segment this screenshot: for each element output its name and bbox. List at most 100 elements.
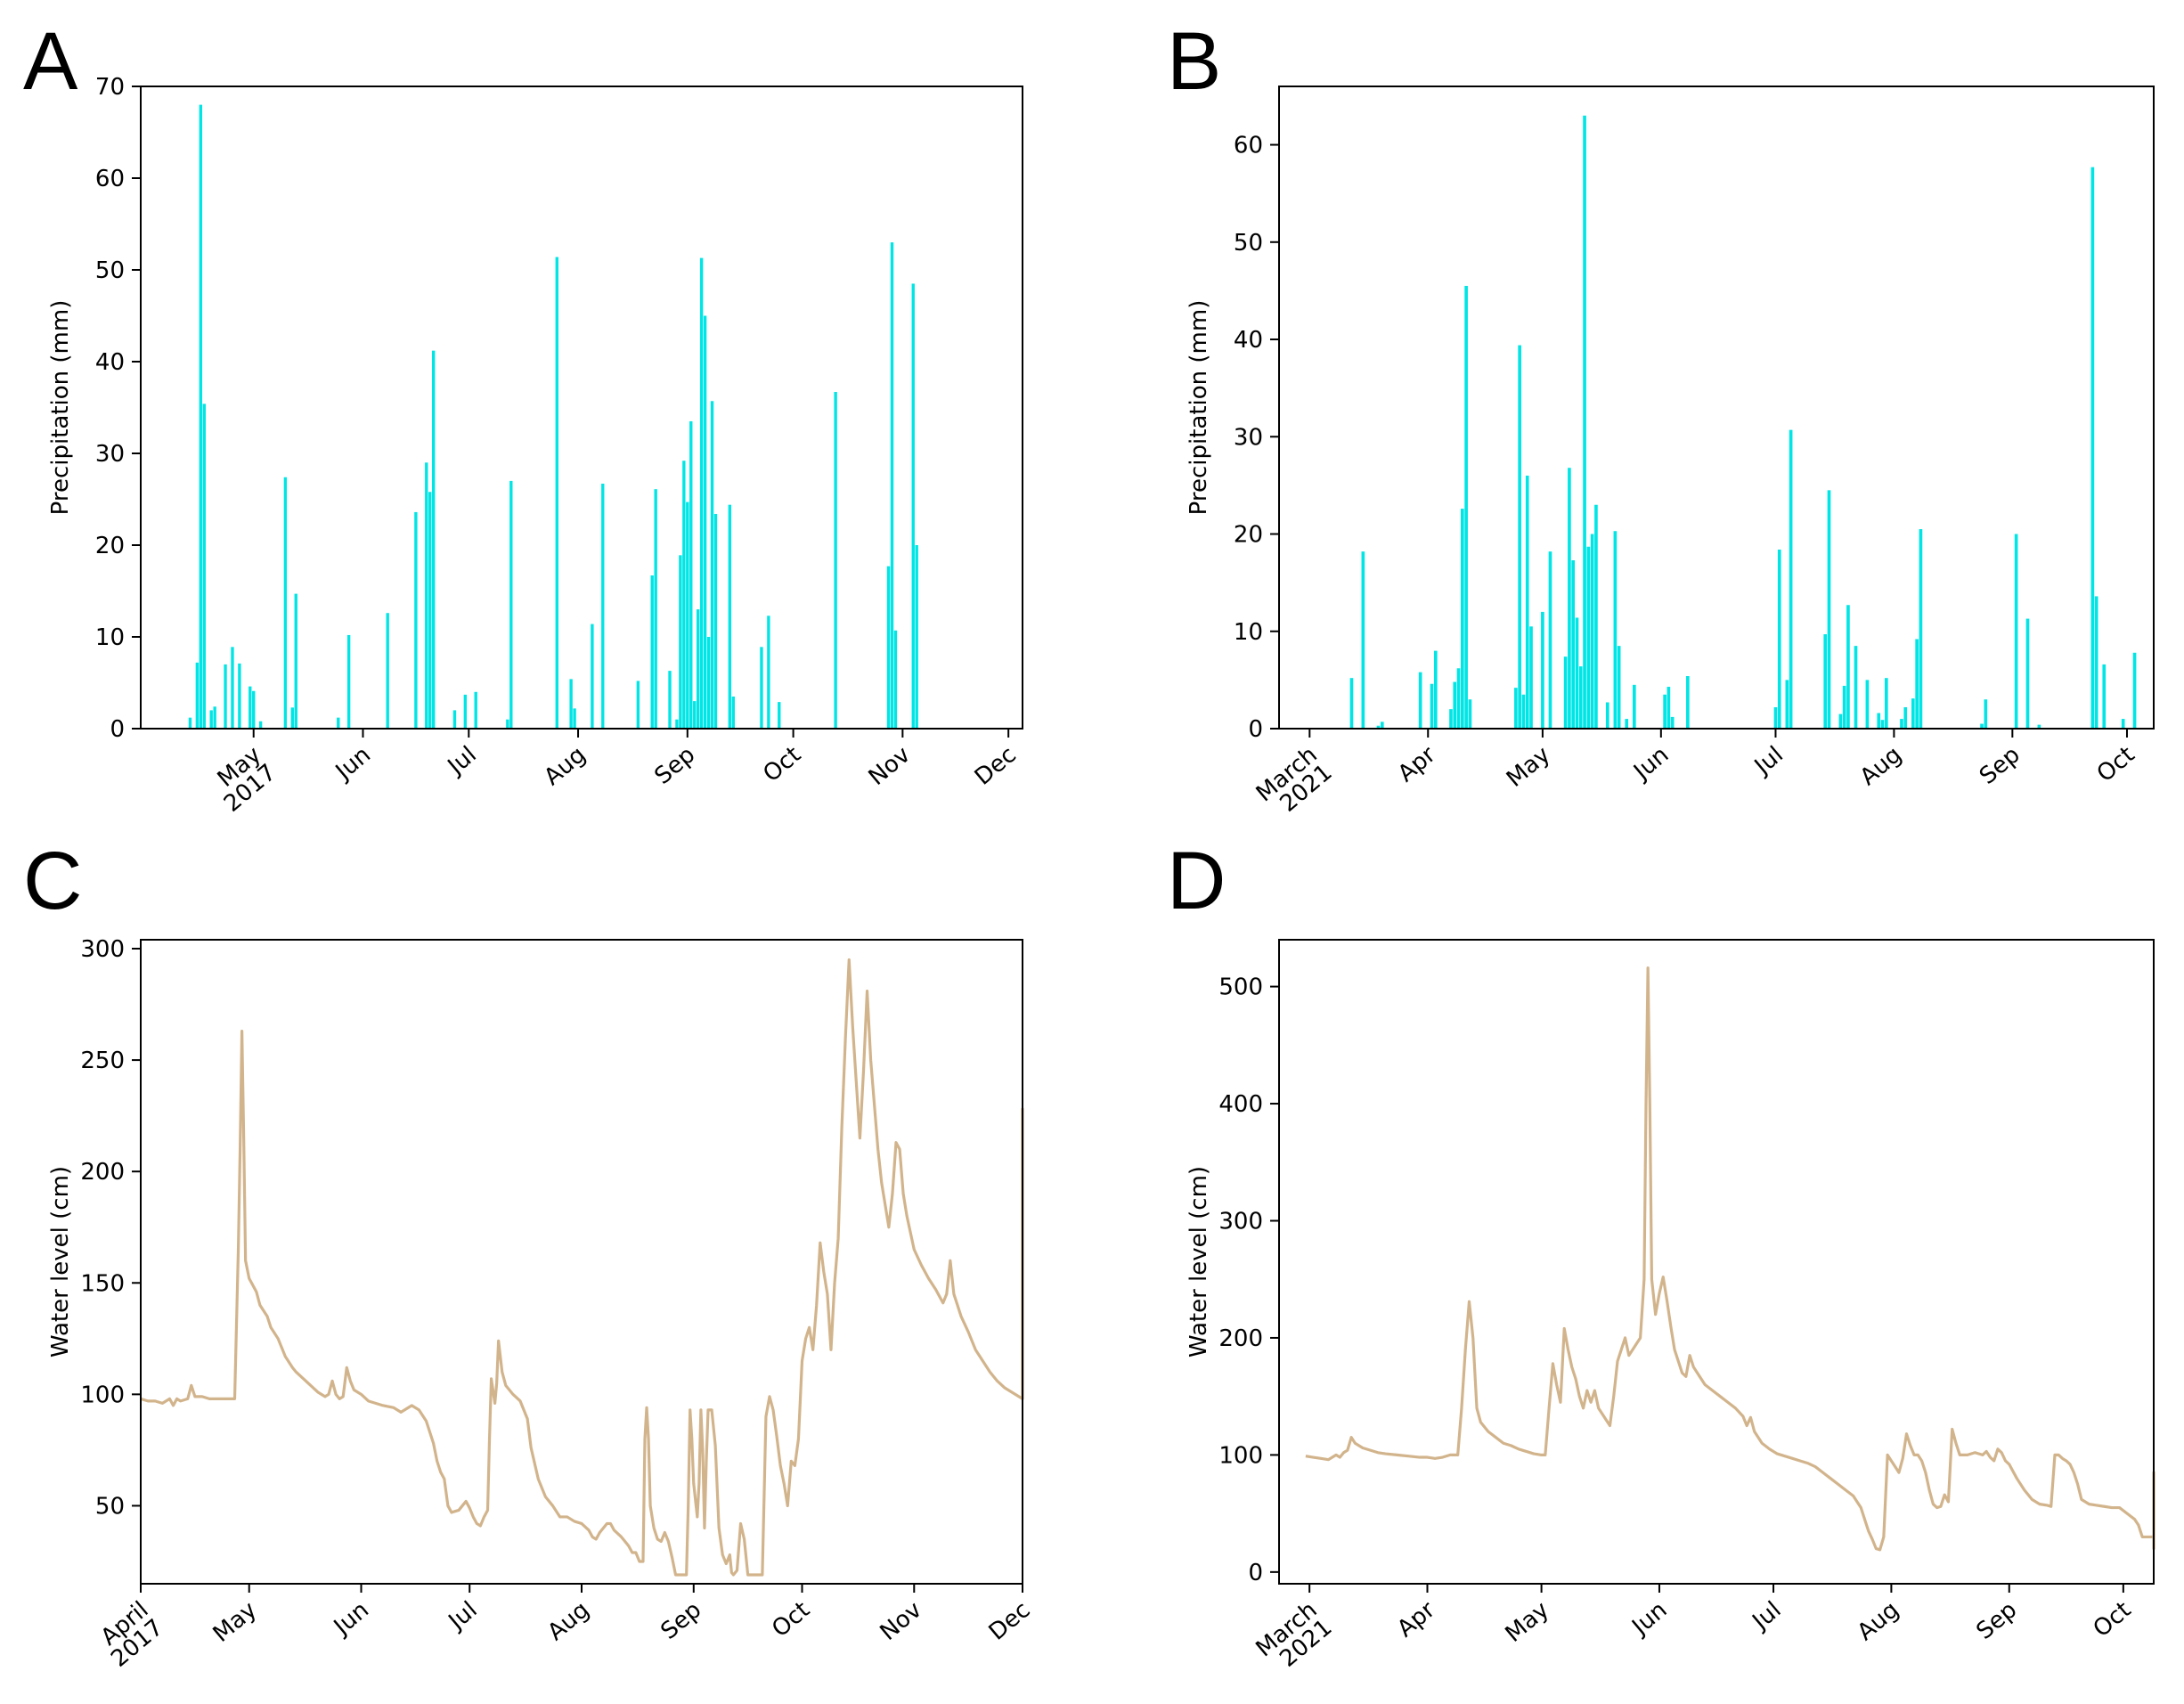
precip-bar (1919, 529, 1923, 729)
panel-d: D 0 100 200 300 400 500 March2021 Apr May Jun Jul A… (1167, 836, 2155, 1673)
precip-bar (337, 717, 340, 729)
panel-letter-b: B (1167, 16, 1221, 107)
x-tick-label: Jun (1627, 741, 1674, 786)
precip-bar (1575, 617, 1579, 729)
precip-bar (414, 511, 418, 729)
precip-bar (386, 613, 389, 729)
panel-letter-a: A (23, 16, 78, 107)
precip-bar (1838, 713, 1843, 729)
precip-bar (1568, 468, 1571, 729)
y-tick-label: 40 (95, 349, 125, 376)
precip-bar (760, 647, 763, 729)
precip-bar (569, 679, 573, 729)
y-tick-label: 30 (95, 441, 125, 468)
precip-bar (1613, 531, 1618, 729)
precip-bar (555, 257, 558, 730)
x-tick-label: Jun (1626, 1596, 1673, 1641)
panel-letter-d: D (1167, 836, 1226, 926)
water-level-chart-2017: 50 100 150 200 250 300 April2017 May Jun Jul Aug Se… (47, 936, 1035, 1673)
precip-bar (1456, 668, 1461, 729)
y-tick-label: 60 (95, 166, 125, 192)
plot-frame (140, 86, 1023, 730)
precip-bar (1571, 560, 1576, 729)
precip-bar (474, 691, 477, 729)
y-tick-label: 20 (1234, 522, 1263, 549)
precip-bar (224, 664, 227, 729)
precip-bar (1842, 685, 1846, 729)
precip-bar (188, 717, 192, 729)
precip-bar (1525, 475, 1529, 729)
precip-bar (1865, 680, 1870, 729)
x-tick-label-line: Jul (1747, 1596, 1787, 1635)
x-tick-label-line: Oct (2089, 1596, 2137, 1643)
precip-bar (346, 634, 351, 729)
precip-bar (283, 477, 288, 729)
precip-bar (1663, 694, 1667, 729)
precip-bar (778, 702, 781, 729)
precip-bar (1785, 680, 1789, 729)
precip-bar (1632, 684, 1636, 729)
precip-bar (1625, 719, 1629, 729)
x-tick-label: Apr (1393, 741, 1441, 787)
precip-bar (1529, 626, 1533, 729)
precip-bar (1877, 713, 1881, 729)
precip-bar (886, 566, 891, 729)
precip-bar (425, 462, 428, 729)
x-tick-label: Aug (542, 1596, 594, 1646)
x-tick-label-line: Dec (984, 1596, 1036, 1645)
x-tick-label-line: Apr (1393, 741, 1441, 787)
x-tick-label-line: Jul (443, 1596, 483, 1635)
x-tick-label: Oct (758, 741, 806, 787)
y-tick-label: 250 (80, 1048, 125, 1074)
y-axis-title: Precipitation (mm) (47, 300, 74, 516)
precip-bar (1548, 551, 1552, 729)
x-tick-label: Sep (649, 741, 700, 789)
x-tick-label: Aug (1855, 741, 1907, 791)
precip-bar (432, 350, 436, 729)
x-tick-label-line: Oct (2092, 741, 2140, 787)
x-tick-label-line: Aug (542, 1596, 594, 1646)
x-tick-label: Apr (1392, 1596, 1440, 1643)
y-tick-label: 60 (1234, 133, 1263, 159)
x-tick-label: May (1501, 1596, 1554, 1648)
precip-bar (1885, 678, 1888, 729)
precip-bar (509, 480, 513, 729)
precip-bar (668, 671, 672, 729)
precip-bar (1590, 534, 1594, 729)
x-tick-label: Jul (1748, 741, 1789, 780)
precipitation-chart-2021: 0 10 20 30 40 50 60 March2021 Apr May Jun Jul Aug Sep… (1186, 86, 2155, 818)
precip-bar (767, 616, 770, 729)
precip-bar (1433, 650, 1438, 729)
y-axis-title: Water level (cm) (1186, 1166, 1212, 1357)
precip-bar (686, 501, 689, 729)
precip-bar (428, 492, 432, 729)
precip-bar (1846, 605, 1850, 729)
precip-bar (893, 630, 898, 729)
x-tick-label-line: Aug (1853, 1596, 1904, 1646)
water-level-chart-2021: 0 100 200 300 400 500 March2021 Apr May Jun Jul Aug… (1186, 939, 2155, 1673)
x-tick-label: Oct (767, 1596, 815, 1643)
x-tick-label: Jul (443, 1596, 483, 1635)
precip-bar (1594, 504, 1598, 729)
precip-bar (195, 662, 200, 729)
x-tick-label-line: Nov (876, 1596, 927, 1646)
y-tick-label: 30 (1234, 424, 1263, 451)
precip-bar (703, 315, 707, 729)
precip-bar (1430, 683, 1434, 729)
x-tick-label: April2017 (92, 1596, 169, 1672)
precip-bar (1563, 656, 1568, 729)
precip-bar (1827, 490, 1831, 729)
x-tick-label: Sep (1975, 741, 2025, 789)
precip-bar (506, 719, 509, 729)
x-tick-label-line: Jul (442, 741, 482, 780)
x-tick-label-line: Aug (539, 741, 591, 791)
precip-bar (1514, 688, 1518, 729)
precip-bar (728, 504, 732, 729)
x-tick-label-line: Jun (330, 741, 376, 786)
precip-bar (1854, 646, 1858, 729)
precip-bar (1380, 722, 1384, 729)
y-tick-label: 50 (1234, 230, 1263, 257)
precip-bar (682, 461, 686, 729)
precipitation-chart-2017: 0 10 20 30 40 50 60 70 May2017 Jun Jul Aug Sep Oct Nov… (47, 74, 1023, 818)
y-tick-label: 300 (80, 936, 125, 963)
